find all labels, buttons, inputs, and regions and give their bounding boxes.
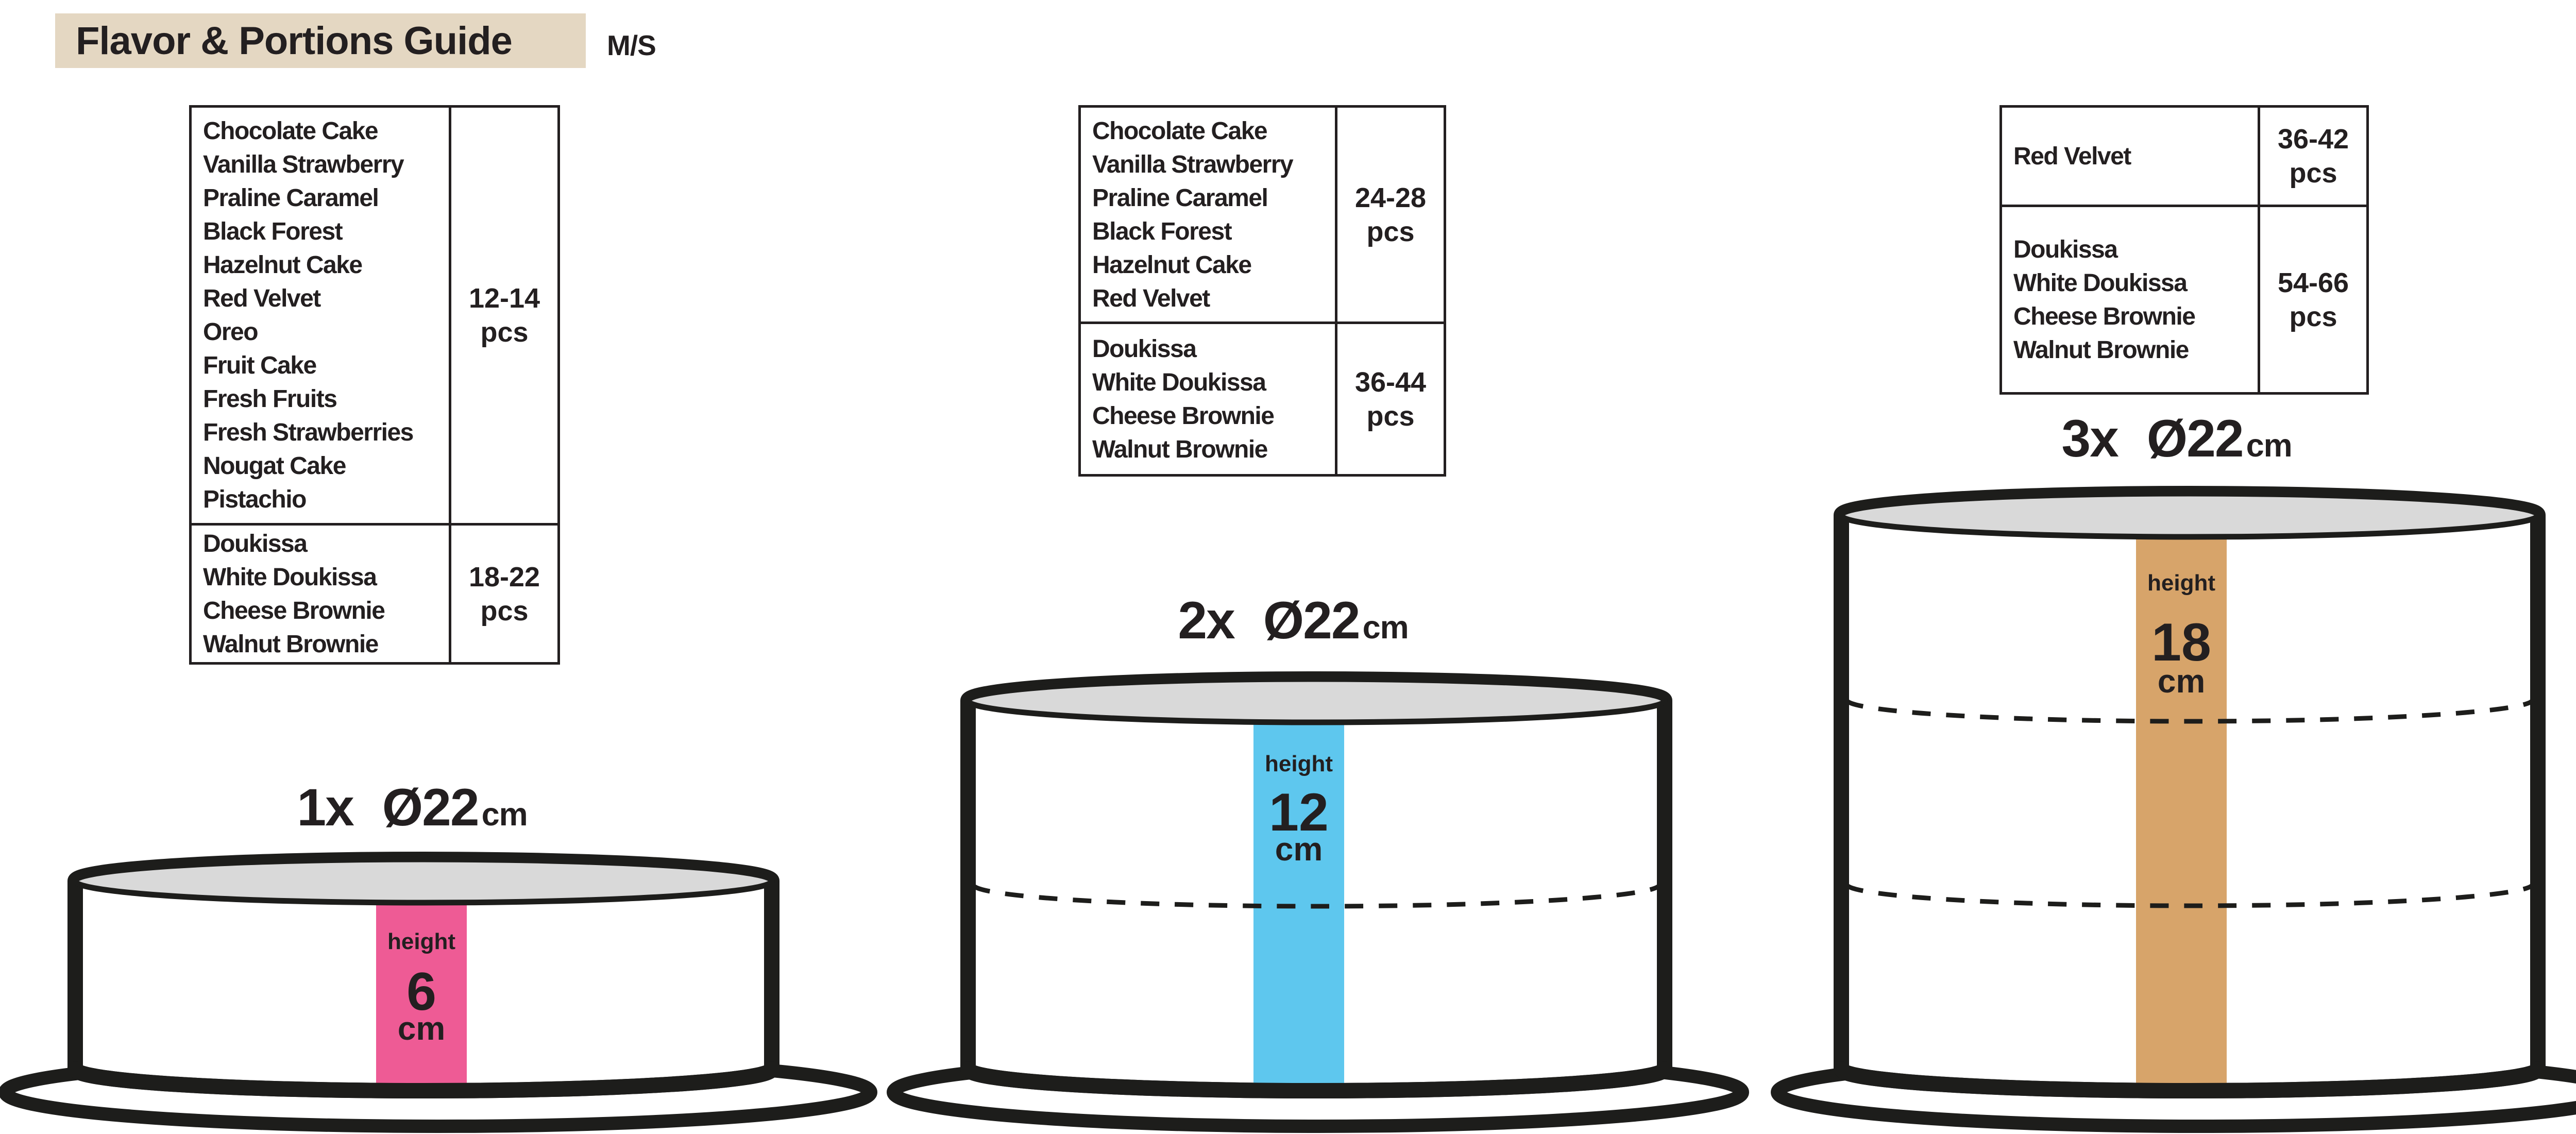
height-value: 6 xyxy=(406,962,436,1022)
flavor-list: Doukissa White Doukissa Cheese Brownie W… xyxy=(2013,235,2196,364)
cake-diameter-unit: cm xyxy=(1362,610,1409,646)
height-caption: height xyxy=(2147,570,2215,596)
flavor-list: Doukissa White Doukissa Cheese Brownie W… xyxy=(1092,335,1275,463)
cake-bottom-rim xyxy=(960,1061,1672,1098)
table-row: Chocolate Cake Vanilla Strawberry Pralin… xyxy=(192,108,557,523)
cake-top-surface xyxy=(965,676,1668,725)
cake-count: 2x xyxy=(1178,591,1235,650)
page-title: Flavor & Portions Guide xyxy=(76,19,513,63)
cake-diameter: Ø22 xyxy=(2146,409,2244,468)
portions-unit: pcs xyxy=(1366,400,1415,432)
portions-unit: pcs xyxy=(2289,158,2337,189)
table-row: Doukissa White Doukissa Cheese Brownie W… xyxy=(1081,321,1444,474)
portions-cell: 36-42 pcs xyxy=(2258,108,2366,205)
portions-cell: 12-14 pcs xyxy=(449,108,557,523)
cake-2-size-label: 2x Ø22 cm xyxy=(1178,591,1409,654)
brand-mark: M/S xyxy=(607,29,656,61)
layer-divider xyxy=(971,884,1662,909)
portions-range: 12-14 xyxy=(468,283,540,314)
table-row: Doukissa White Doukissa Cheese Brownie W… xyxy=(192,523,557,662)
portions-cell: 18-22 pcs xyxy=(449,526,557,662)
height-caption: height xyxy=(1265,751,1333,776)
cake-top-surface xyxy=(1838,490,2541,540)
cake-count: 1x xyxy=(297,778,354,837)
flavor-list: Red Velvet xyxy=(2013,142,2131,170)
height-value: 12 xyxy=(1269,783,1329,842)
flavor-list: Chocolate Cake Vanilla Strawberry Pralin… xyxy=(203,117,414,513)
portions-range: 18-22 xyxy=(468,561,540,593)
portions-unit: pcs xyxy=(2289,301,2337,332)
height-bar xyxy=(2136,537,2227,1086)
cake-3-size-label: 3x Ø22 cm xyxy=(2061,412,2292,472)
height-caption: height xyxy=(387,929,455,954)
portions-unit: pcs xyxy=(480,317,529,348)
portions-cell: 24-28 pcs xyxy=(1335,108,1444,321)
portions-table-3x: Red Velvet 36-42 pcs Doukissa White Douk… xyxy=(1999,105,2369,395)
cake-bottom-rim xyxy=(67,1061,779,1098)
portions-table-2x: Chocolate Cake Vanilla Strawberry Pralin… xyxy=(1078,105,1446,477)
height-unit: cm xyxy=(1275,831,1323,868)
cake-1: height 6 cm xyxy=(0,852,877,1133)
portions-unit: pcs xyxy=(480,595,529,627)
layer-divider xyxy=(1844,883,2535,908)
height-bar xyxy=(376,903,467,1086)
portions-range: 24-28 xyxy=(1354,182,1427,213)
portions-cell: 54-66 pcs xyxy=(2258,207,2366,392)
flavor-list: Doukissa White Doukissa Cheese Brownie W… xyxy=(203,530,385,658)
cake-top-surface xyxy=(72,856,775,906)
table-row: Chocolate Cake Vanilla Strawberry Pralin… xyxy=(1081,108,1444,321)
portions-range: 36-44 xyxy=(1354,366,1427,398)
portions-range: 36-42 xyxy=(2277,124,2349,155)
cake-2: height 12 cm xyxy=(887,671,1749,1133)
cake-diameter: Ø22 xyxy=(382,778,480,837)
height-value: 18 xyxy=(2151,613,2211,672)
flavor-list: Chocolate Cake Vanilla Strawberry Pralin… xyxy=(1092,117,1294,312)
height-unit: cm xyxy=(398,1010,446,1047)
cake-diameter: Ø22 xyxy=(1263,591,1361,650)
cake-3: height 18 cm xyxy=(1771,486,2576,1133)
cake-diameter-unit: cm xyxy=(481,797,528,833)
cake-bottom-rim xyxy=(1834,1061,2546,1098)
layer-divider xyxy=(1844,699,2535,724)
table-row: Red Velvet 36-42 pcs xyxy=(2002,108,2366,205)
cake-1-size-label: 1x Ø22 cm xyxy=(297,778,528,841)
height-bar xyxy=(1253,722,1344,1086)
portions-unit: pcs xyxy=(1366,216,1415,247)
cake-count: 3x xyxy=(2061,409,2119,468)
cake-diameter-unit: cm xyxy=(2246,428,2293,464)
table-row: Doukissa White Doukissa Cheese Brownie W… xyxy=(2002,205,2366,392)
portions-table-1x: Chocolate Cake Vanilla Strawberry Pralin… xyxy=(189,105,560,665)
height-unit: cm xyxy=(2158,663,2206,700)
page-title-box: Flavor & Portions Guide xyxy=(55,13,586,68)
portions-cell: 36-44 pcs xyxy=(1335,324,1444,474)
portions-range: 54-66 xyxy=(2277,267,2349,298)
